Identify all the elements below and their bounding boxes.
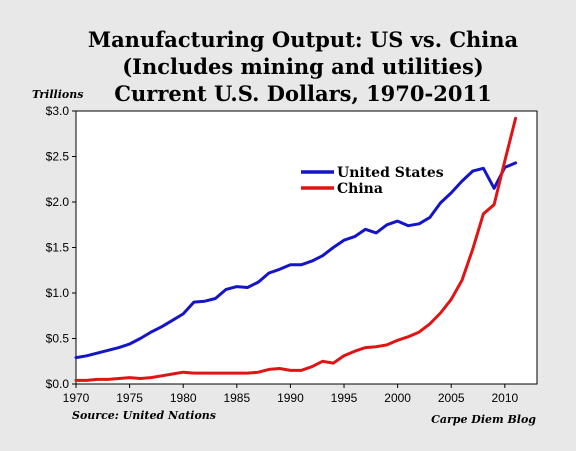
- y-tick-label: $3.0: [46, 104, 70, 118]
- series-line-china: [74, 116, 518, 382]
- legend-label-united-states: United States: [337, 165, 444, 181]
- y-axis-label: Trillions: [32, 88, 83, 101]
- y-tick-label: $2.0: [46, 195, 70, 209]
- credit-note: Carpe Diem Blog: [431, 413, 536, 426]
- series-layer: [74, 116, 518, 382]
- title-line-3: Current U.S. Dollars, 1970-2011: [114, 81, 491, 106]
- x-tick-label: 1985: [223, 391, 250, 405]
- chart-title: Manufacturing Output: US vs. China (Incl…: [88, 27, 519, 106]
- y-tick-label: $0.0: [46, 377, 70, 391]
- x-tick-label: 1970: [63, 391, 90, 405]
- y-axis: $0.0 $0.5 $1.0 $1.5 $2.0 $2.5 $3.0: [46, 104, 76, 391]
- x-tick-label: 1995: [331, 391, 358, 405]
- x-tick-label: 1990: [277, 391, 304, 405]
- legend: United States China: [301, 165, 444, 197]
- title-line-1: Manufacturing Output: US vs. China: [88, 27, 519, 52]
- y-tick-label: $0.5: [46, 332, 70, 346]
- series-line-united-states: [74, 161, 518, 360]
- title-line-2: (Includes mining and utilities): [122, 54, 484, 79]
- x-axis: 1970 1975 1980 1985 1990 1995 2000 2005 2010: [63, 384, 519, 405]
- x-tick-label: 1980: [170, 391, 197, 405]
- x-tick-label: 1975: [116, 391, 143, 405]
- source-note: Source: United Nations: [72, 409, 216, 422]
- x-tick-label: 2005: [438, 391, 465, 405]
- plot-area: [75, 110, 538, 385]
- y-tick-label: $1.5: [46, 241, 70, 255]
- y-tick-label: $2.5: [46, 150, 70, 164]
- x-tick-label: 2000: [384, 391, 411, 405]
- y-tick-label: $1.0: [46, 286, 70, 300]
- legend-label-china: China: [337, 181, 383, 197]
- x-tick-label: 2010: [491, 391, 518, 405]
